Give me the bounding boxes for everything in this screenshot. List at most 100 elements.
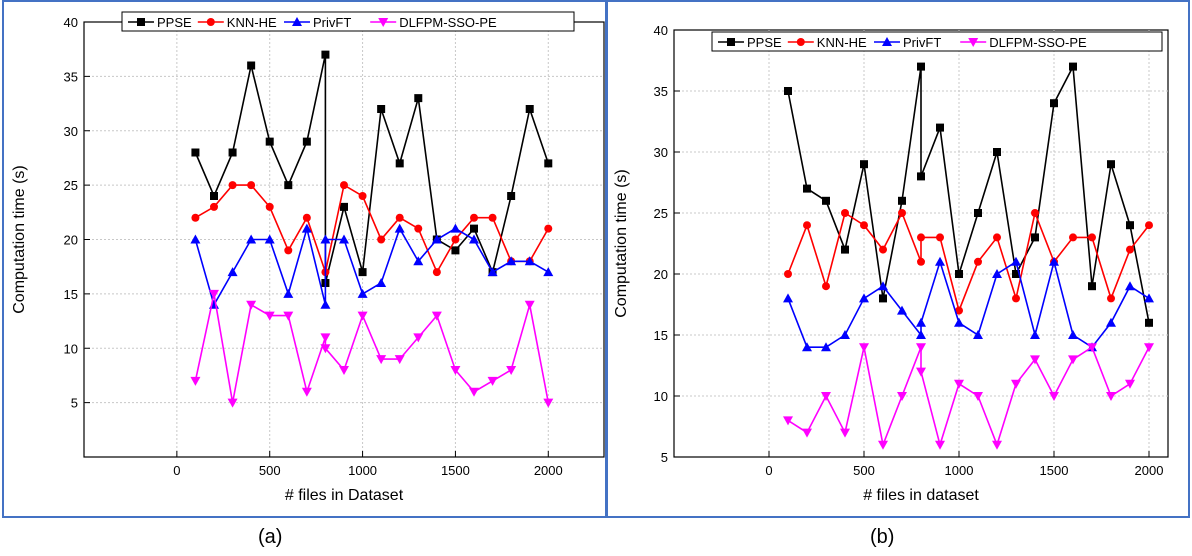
data-point: [955, 306, 963, 315]
data-point: [1068, 330, 1078, 339]
data-point: [974, 209, 982, 217]
data-point: [954, 317, 964, 327]
data-point: [190, 376, 201, 386]
data-point: [320, 299, 331, 309]
data-point: [879, 294, 887, 303]
data-point: [264, 234, 275, 244]
data-point: [936, 233, 944, 242]
data-point: [1031, 209, 1039, 217]
data-point: [1088, 233, 1096, 242]
data-point: [1088, 282, 1096, 291]
data-point: [190, 234, 201, 244]
y-tick-label: 15: [64, 287, 78, 302]
data-point: [1031, 233, 1039, 242]
legend-marker: [137, 18, 145, 26]
data-point: [1125, 379, 1135, 389]
data-point: [544, 224, 553, 233]
data-point: [470, 213, 478, 222]
data-point: [191, 213, 200, 222]
data-point: [1030, 355, 1040, 365]
data-point: [246, 300, 257, 310]
data-point: [897, 305, 907, 315]
x-tick-label: 0: [173, 463, 180, 478]
x-tick-label: 1000: [945, 463, 974, 478]
data-point: [265, 202, 274, 211]
data-point: [878, 281, 888, 291]
data-point: [357, 288, 368, 298]
data-point: [859, 293, 869, 303]
data-point: [936, 123, 944, 132]
data-point: [1049, 256, 1059, 266]
grid: [84, 22, 604, 457]
data-point: [414, 224, 423, 233]
data-point: [783, 293, 793, 303]
series-dlfpm-sso-pe: [783, 343, 1154, 450]
data-point: [264, 311, 275, 321]
data-point: [1126, 221, 1134, 230]
data-point: [955, 270, 963, 278]
chart-a-svg: 0 500 1000 1500 2000 5 10 15 20 25 30 35 40 # files i…: [11, 11, 605, 504]
legend-marker: [727, 38, 735, 46]
data-point: [340, 202, 348, 211]
data-point: [822, 196, 830, 205]
data-point: [878, 440, 888, 450]
data-point: [210, 202, 218, 211]
data-point: [860, 221, 868, 230]
data-point: [860, 160, 868, 169]
legend-marker: [968, 38, 979, 47]
data-point: [395, 213, 404, 222]
data-point: [802, 428, 812, 438]
series-privft: [783, 256, 1154, 352]
data-point: [1068, 355, 1078, 365]
data-point: [917, 172, 925, 181]
data-point: [1126, 245, 1134, 254]
legend-marker: [292, 17, 302, 26]
data-point: [1069, 233, 1077, 242]
series-privft: [190, 223, 554, 309]
data-point: [974, 257, 982, 266]
y-tick-label: 5: [661, 450, 668, 465]
data-point: [524, 256, 535, 266]
legend-label: PPSE: [157, 15, 192, 30]
data-point: [1144, 343, 1154, 353]
series-knn-he: [191, 181, 553, 277]
legend-label: PPSE: [747, 35, 782, 50]
data-point: [524, 300, 535, 310]
data-point: [917, 62, 925, 71]
x-axis-label: # files in Dataset: [285, 487, 404, 504]
data-point: [898, 209, 906, 217]
x-tick-label: 500: [259, 463, 281, 478]
data-point: [377, 105, 386, 113]
legend-label: PrivFT: [903, 35, 941, 50]
data-point: [450, 223, 461, 233]
x-axis-label: # files in dataset: [863, 487, 979, 504]
data-point: [191, 148, 200, 157]
data-point: [413, 333, 424, 343]
y-axis-label: Computation time (s): [613, 169, 630, 318]
legend-label: DLFPM-SSO-PE: [399, 15, 497, 30]
y-tick-label: 10: [64, 341, 78, 356]
data-point: [992, 269, 1002, 278]
series-line: [194, 54, 550, 284]
x-tick-label: 2000: [1135, 463, 1164, 478]
grid: [674, 30, 1168, 457]
y-tick-label: 30: [654, 145, 668, 160]
x-tick-label: 1000: [348, 463, 377, 478]
y-tick-label: 25: [654, 206, 668, 221]
data-point: [993, 148, 1001, 156]
data-point: [973, 330, 983, 339]
data-point: [302, 137, 311, 146]
data-point: [917, 257, 925, 266]
data-point: [993, 233, 1001, 242]
data-point: [247, 181, 256, 190]
data-point: [917, 233, 925, 242]
data-point: [450, 366, 461, 375]
data-point: [227, 267, 238, 277]
data-point: [1107, 294, 1115, 303]
caption-b: (b): [870, 526, 895, 548]
legend: PPSE KNN-HE PrivFT DLFPM-SSO-PE: [121, 11, 575, 32]
data-point: [469, 234, 479, 244]
data-point: [821, 342, 831, 352]
data-point: [340, 181, 348, 190]
data-point: [358, 192, 367, 200]
